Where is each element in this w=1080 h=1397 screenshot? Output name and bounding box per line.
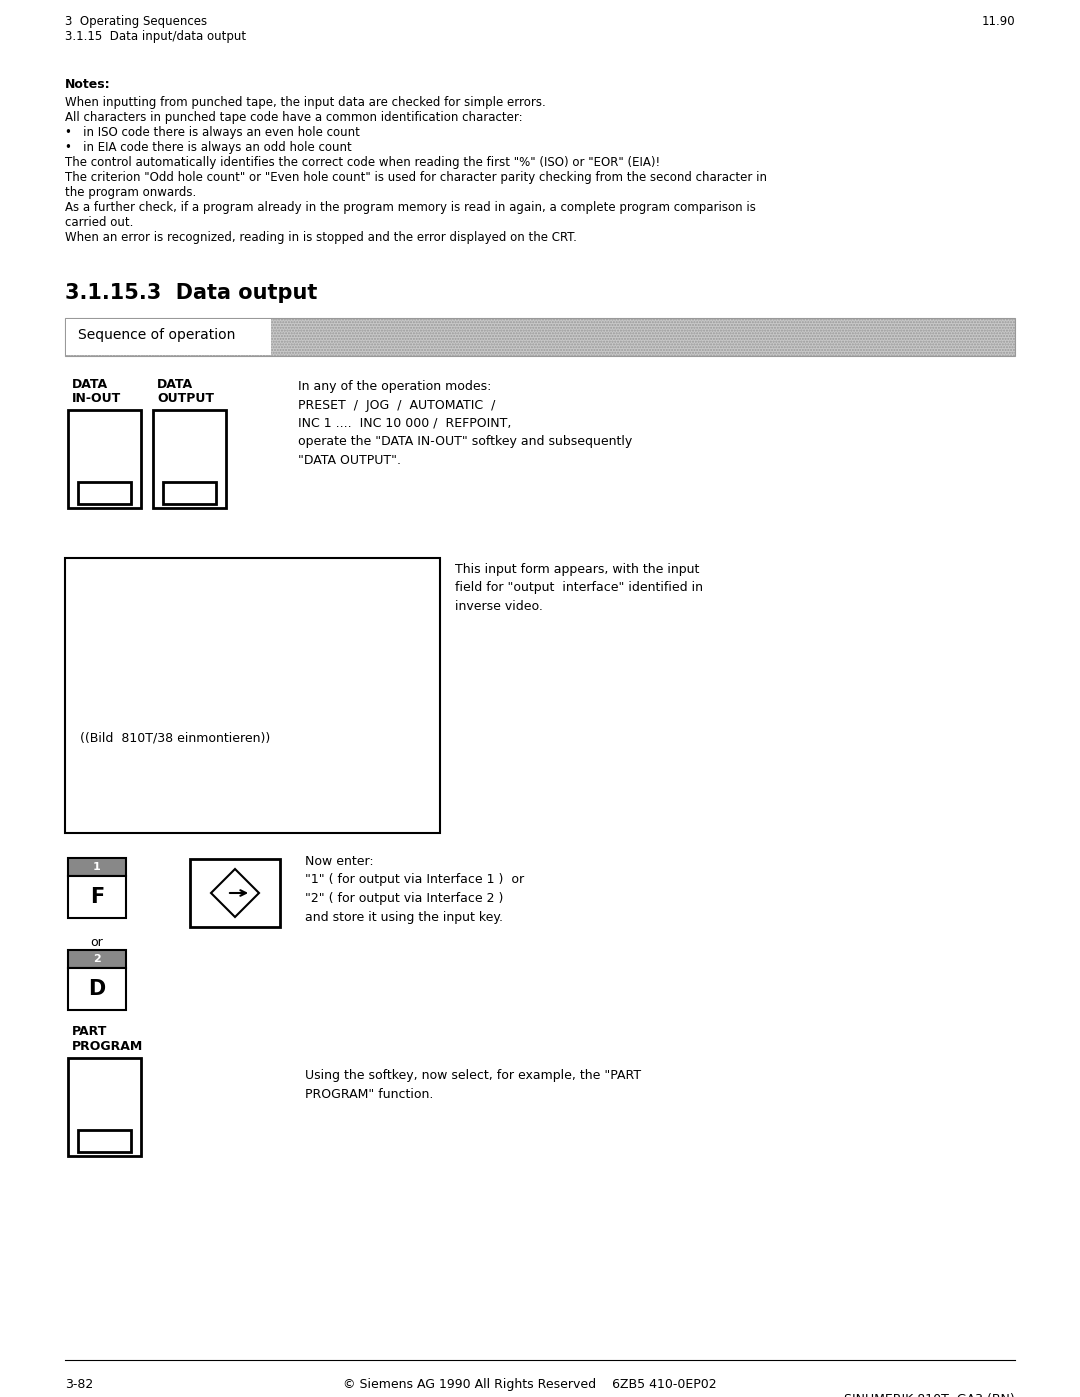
Text: This input form appears, with the input
field for "output  interface" identified: This input form appears, with the input … bbox=[455, 563, 703, 613]
Text: The criterion "Odd hole count" or "Even hole count" is used for character parity: The criterion "Odd hole count" or "Even … bbox=[65, 170, 767, 184]
Bar bbox=[163, 482, 216, 504]
Polygon shape bbox=[211, 869, 259, 916]
Bar bbox=[65, 557, 440, 833]
Text: 1: 1 bbox=[93, 862, 100, 872]
Bar bbox=[153, 409, 226, 509]
Text: Now enter:
"1" ( for output via Interface 1 )  or
"2" ( for output via Interface: Now enter: "1" ( for output via Interfac… bbox=[305, 855, 524, 923]
Bar bbox=[190, 859, 280, 928]
Text: The control automatically identifies the correct code when reading the first "%": The control automatically identifies the… bbox=[65, 156, 660, 169]
Text: OUTPUT: OUTPUT bbox=[157, 393, 214, 405]
Text: IN-OUT: IN-OUT bbox=[72, 393, 121, 405]
Bar bbox=[68, 950, 126, 968]
Text: PART
PROGRAM: PART PROGRAM bbox=[72, 1025, 144, 1053]
Text: Sequence of operation: Sequence of operation bbox=[78, 328, 235, 342]
Text: ((Bild  810T/38 einmontieren)): ((Bild 810T/38 einmontieren)) bbox=[80, 732, 270, 745]
Text: When an error is recognized, reading in is stopped and the error displayed on th: When an error is recognized, reading in … bbox=[65, 231, 577, 244]
Text: 3.1.15  Data input/data output: 3.1.15 Data input/data output bbox=[65, 29, 246, 43]
Bar bbox=[78, 1130, 131, 1153]
Bar bbox=[68, 409, 141, 509]
Text: When inputting from punched tape, the input data are checked for simple errors.: When inputting from punched tape, the in… bbox=[65, 96, 545, 109]
Bar bbox=[68, 968, 126, 1010]
Text: Using the softkey, now select, for example, the "PART
PROGRAM" function.: Using the softkey, now select, for examp… bbox=[305, 1069, 642, 1101]
Bar bbox=[68, 858, 126, 876]
Text: •   in ISO code there is always an even hole count: • in ISO code there is always an even ho… bbox=[65, 126, 360, 138]
Text: carried out.: carried out. bbox=[65, 217, 133, 229]
Text: Notes:: Notes: bbox=[65, 78, 110, 91]
Text: DATA: DATA bbox=[72, 379, 108, 391]
Text: 3  Operating Sequences: 3 Operating Sequences bbox=[65, 15, 207, 28]
Text: the program onwards.: the program onwards. bbox=[65, 186, 197, 198]
Bar bbox=[68, 1058, 141, 1155]
Text: •   in EIA code there is always an odd hole count: • in EIA code there is always an odd hol… bbox=[65, 141, 352, 154]
Text: or: or bbox=[91, 936, 104, 949]
Text: SINUMERIK 810T, GA3 (BN): SINUMERIK 810T, GA3 (BN) bbox=[845, 1393, 1015, 1397]
Bar bbox=[78, 482, 131, 504]
Bar bbox=[65, 319, 1015, 356]
Text: © Siemens AG 1990 All Rights Reserved    6ZB5 410-0EP02: © Siemens AG 1990 All Rights Reserved 6Z… bbox=[343, 1377, 717, 1391]
Bar bbox=[68, 876, 126, 918]
Text: 3.1.15.3  Data output: 3.1.15.3 Data output bbox=[65, 284, 318, 303]
Text: D: D bbox=[89, 979, 106, 999]
Text: 2: 2 bbox=[93, 954, 100, 964]
Text: In any of the operation modes:
PRESET  /  JOG  /  AUTOMATIC  /
INC 1 ....  INC 1: In any of the operation modes: PRESET / … bbox=[298, 380, 632, 467]
Text: DATA: DATA bbox=[157, 379, 193, 391]
Text: All characters in punched tape code have a common identification character:: All characters in punched tape code have… bbox=[65, 110, 523, 124]
Text: 11.90: 11.90 bbox=[982, 15, 1015, 28]
Text: As a further check, if a program already in the program memory is read in again,: As a further check, if a program already… bbox=[65, 201, 756, 214]
Text: 3-82: 3-82 bbox=[65, 1377, 93, 1391]
Bar bbox=[66, 319, 271, 355]
Text: F: F bbox=[90, 887, 104, 907]
